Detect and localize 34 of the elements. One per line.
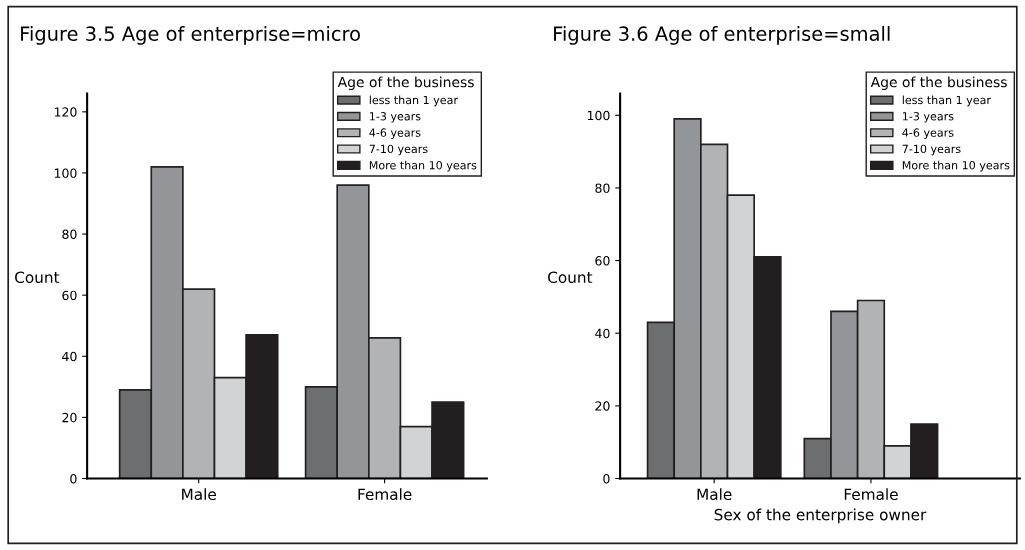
- x-axis-title: Sex of the enterprise owner: [714, 508, 927, 524]
- legend-label: 7-10 years: [369, 144, 428, 156]
- y-axis-title: Count: [15, 271, 60, 284]
- y-tick-label: 20: [595, 401, 610, 411]
- legend-label: 7-10 years: [902, 144, 961, 156]
- legend-label: 4-6 years: [902, 128, 954, 139]
- chart-title: Figure 3.6 Age of enterprise=small: [554, 25, 890, 45]
- y-tick-label: 40: [62, 351, 77, 362]
- legend-title: Age of the business: [870, 76, 1007, 90]
- y-tick-label: 80: [595, 183, 610, 193]
- y-tick-label: 60: [595, 256, 610, 266]
- legend-title: Age of the business: [337, 76, 474, 90]
- legend-label: More than 10 years: [902, 160, 1010, 172]
- legend-label: 1-3 years: [903, 112, 954, 123]
- y-tick-label: 60: [62, 290, 77, 301]
- y-axis-title: Count: [548, 271, 593, 284]
- legend-label: less than 1 year: [369, 95, 458, 107]
- x-tick-label: Male: [182, 488, 216, 501]
- y-tick-label: 0: [70, 473, 77, 484]
- y-tick-label: 80: [62, 229, 77, 239]
- y-tick-label: 0: [603, 473, 610, 484]
- x-tick-label: Female: [844, 488, 898, 501]
- y-tick-label: 100: [54, 168, 77, 178]
- y-tick-label: 120: [54, 107, 77, 117]
- x-tick-label: Male: [697, 488, 732, 501]
- legend-label: More than 10 years: [369, 160, 477, 172]
- y-tick-label: 20: [62, 412, 77, 423]
- legend-label: less than 1 year: [902, 95, 991, 107]
- chart-title: Figure 3.5 Age of enterprise=micro: [21, 25, 360, 45]
- legend-label: 1-3 years: [370, 112, 421, 123]
- x-tick-label: Female: [358, 488, 412, 501]
- y-tick-label: 40: [595, 328, 610, 339]
- legend-label: 4-6 years: [369, 128, 421, 139]
- y-tick-label: 100: [587, 110, 610, 121]
